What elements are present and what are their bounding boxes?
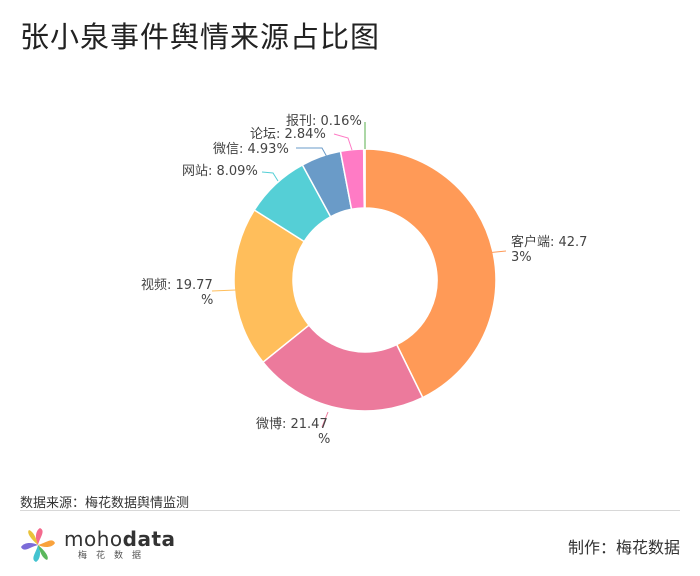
leader-line-6 xyxy=(333,133,353,151)
slice-label-2-line-1: 微博: 21.47 xyxy=(256,417,328,432)
leader-line-3 xyxy=(211,289,237,292)
donut-slice-7 xyxy=(362,148,366,209)
mohodata-logo: mohodata 梅花数据 xyxy=(20,526,176,564)
footer-divider xyxy=(20,510,680,511)
donut-chart: 客户端: 42.73%微博: 21.47%视频: 19.77%网站: 8.09%… xyxy=(141,114,587,447)
data-source-note: 数据来源：梅花数据舆情监测 xyxy=(20,496,190,511)
leader-line-4 xyxy=(261,171,279,182)
slice-label-2-line-2: % xyxy=(318,432,330,447)
slice-label-3-line-1: 视频: 19.77 xyxy=(141,278,213,293)
donut-slice-2 xyxy=(261,324,424,412)
donut-slice-3 xyxy=(233,208,310,364)
leader-line-5 xyxy=(296,147,328,158)
slice-label-6: 论坛: 2.84% xyxy=(250,127,326,142)
slice-label-4: 网站: 8.09% xyxy=(182,164,258,179)
leader-line-2 xyxy=(321,411,329,428)
producer-credit: 制作：梅花数据 xyxy=(567,538,680,557)
donut-slice-1 xyxy=(364,148,497,399)
slice-label-1-line-1: 客户端: 42.7 xyxy=(511,234,587,250)
chart-title: 张小泉事件舆情来源占比图 xyxy=(20,20,381,54)
pinwheel-logo-icon xyxy=(21,528,55,562)
slice-label-7: 报刊: 0.16% xyxy=(286,114,362,129)
logo-subtitle: 梅花数据 xyxy=(78,551,151,561)
slice-label-3-line-2: % xyxy=(201,293,213,308)
leader-line-1 xyxy=(485,250,507,254)
slice-label-1-line-2: 3% xyxy=(511,250,532,265)
logo-wordmark: mohodata xyxy=(64,527,176,551)
slice-label-5: 微信: 4.93% xyxy=(213,142,289,157)
